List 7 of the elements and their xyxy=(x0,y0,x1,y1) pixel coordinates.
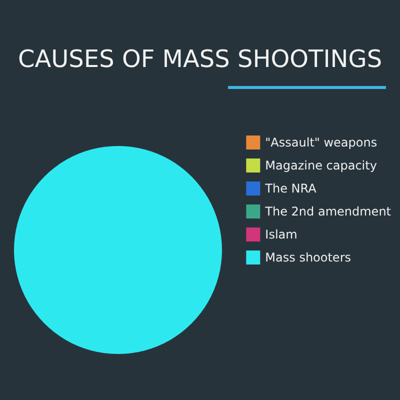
chart-title: CAUSES OF MASS SHOOTINGS xyxy=(18,45,382,73)
legend-label: Magazine capacity xyxy=(265,158,377,172)
legend-label: "Assault" weapons xyxy=(265,136,378,150)
legend-label: The NRA xyxy=(264,182,318,196)
legend-label: Islam xyxy=(265,228,298,242)
legend-label: The 2nd amendment xyxy=(264,204,392,218)
legend-label: Mass shooters xyxy=(265,250,352,264)
